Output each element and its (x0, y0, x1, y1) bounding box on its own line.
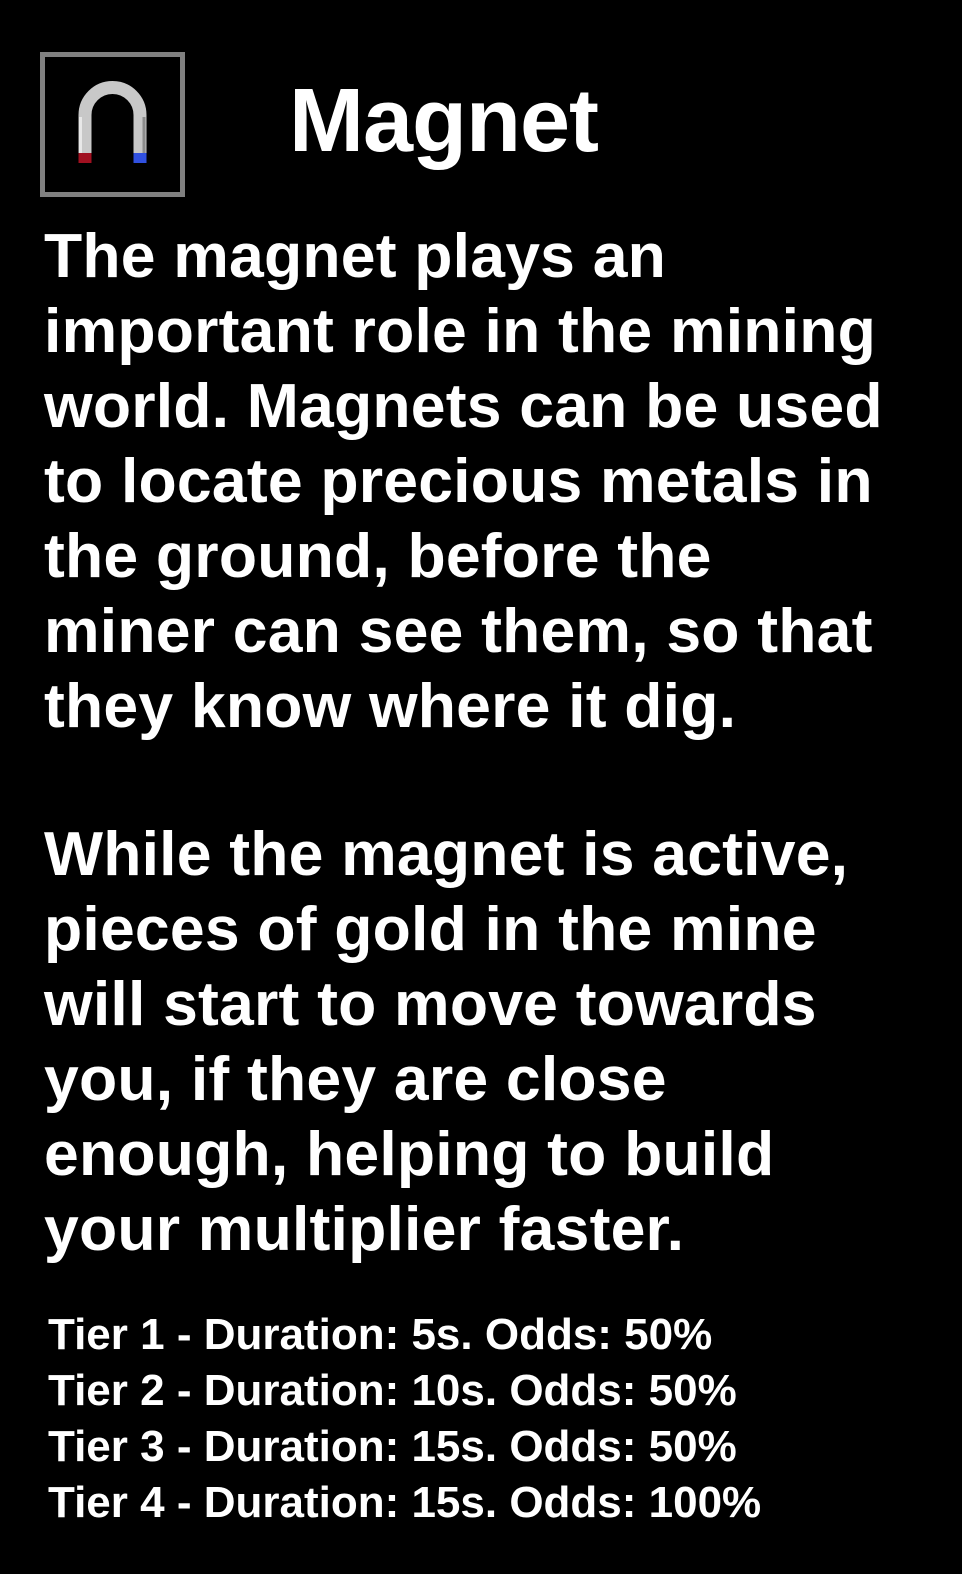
tier-2-row: Tier 2 - Duration: 10s. Odds: 50% (48, 1366, 737, 1415)
magnet-icon (78, 81, 147, 163)
description-line: pieces of gold in the mine (44, 894, 817, 964)
tier-4-row: Tier 4 - Duration: 15s. Odds: 100% (48, 1478, 762, 1527)
item-title: Magnet (289, 71, 599, 171)
description-line: miner can see them, so that (44, 596, 873, 666)
description-line: enough, helping to build (44, 1119, 775, 1189)
description-line: they know where it dig. (44, 671, 737, 741)
description-paragraph-2: While the magnet is active, pieces of go… (44, 817, 848, 1267)
description-line: important role in the mining (44, 296, 876, 366)
description-line: While the magnet is active, (44, 819, 849, 889)
description-line: you, if they are close (44, 1044, 667, 1114)
description-paragraph-1: The magnet plays an important role in th… (44, 219, 883, 744)
description-line: world. Magnets can be used (44, 371, 883, 441)
description-line: will start to move towards (44, 969, 817, 1039)
description-line: your multiplier faster. (44, 1194, 685, 1264)
tier-list: Tier 1 - Duration: 5s. Odds: 50% Tier 2 … (48, 1307, 761, 1531)
description-line: the ground, before the (44, 521, 712, 591)
item-icon-frame (40, 52, 185, 197)
description-line: to locate precious metals in (44, 446, 873, 516)
description-line: The magnet plays an (44, 221, 667, 291)
tier-1-row: Tier 1 - Duration: 5s. Odds: 50% (48, 1310, 713, 1359)
tier-3-row: Tier 3 - Duration: 15s. Odds: 50% (48, 1422, 737, 1471)
